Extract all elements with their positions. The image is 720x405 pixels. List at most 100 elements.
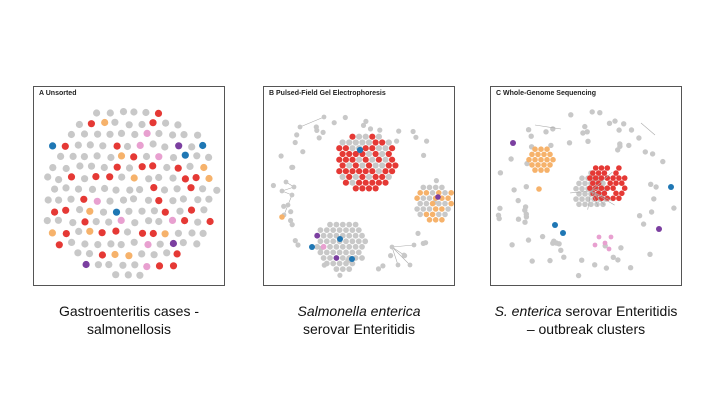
case-node: [86, 227, 94, 235]
case-node: [119, 108, 128, 116]
cluster-node: [327, 243, 333, 250]
case-node: [44, 196, 52, 204]
case-node: [138, 207, 146, 215]
case-node: [142, 152, 151, 161]
cluster-node: [369, 133, 376, 140]
cluster-node: [417, 200, 423, 207]
cluster-node: [432, 184, 439, 191]
case-node: [82, 260, 90, 269]
cluster-node: [532, 146, 538, 152]
cluster-node: [582, 191, 588, 197]
cluster-node: [349, 260, 356, 267]
cluster-node: [330, 227, 337, 234]
cluster-node: [372, 185, 379, 192]
panel-b-label: B Pulsed-Field Gel Electrophoresis: [269, 90, 386, 97]
cluster-node: [621, 175, 628, 181]
cluster-node: [613, 180, 619, 186]
case-node: [174, 121, 182, 129]
case-node: [67, 173, 76, 181]
case-node: [163, 249, 171, 257]
case-node: [636, 213, 643, 219]
case-node: [119, 261, 127, 269]
cluster-node: [342, 179, 349, 186]
case-node: [81, 175, 89, 183]
case-node: [112, 186, 120, 194]
case-node: [51, 208, 59, 216]
cluster-node: [356, 133, 363, 140]
cluster-node: [526, 156, 532, 163]
case-node: [51, 185, 59, 193]
cluster-node: [352, 221, 359, 228]
cluster-node: [349, 156, 356, 163]
case-node: [161, 143, 169, 151]
cluster-node: [355, 249, 362, 256]
cluster-node: [547, 162, 553, 168]
cluster-node: [362, 238, 369, 245]
cluster-node: [598, 165, 605, 171]
edge: [391, 246, 399, 266]
cluster-node: [590, 180, 596, 186]
case-node: [100, 163, 108, 172]
cluster-node: [389, 145, 396, 152]
cluster-node: [342, 145, 349, 152]
cluster-node: [349, 168, 356, 175]
cluster-node: [365, 173, 373, 180]
case-node: [401, 252, 407, 258]
case-node: [160, 186, 169, 194]
case-node: [57, 152, 65, 160]
case-node: [119, 196, 128, 204]
case-node: [640, 221, 647, 227]
case-node: [337, 272, 343, 278]
cluster-node: [426, 195, 433, 201]
edge: [590, 190, 615, 206]
case-node: [130, 153, 138, 161]
cluster-node: [442, 211, 448, 218]
cluster-node: [352, 243, 359, 250]
case-node: [105, 261, 113, 269]
cluster-node: [616, 165, 622, 171]
cluster-node: [426, 217, 433, 223]
panel-c-title: Whole-Genome Sequencing: [503, 90, 596, 97]
cluster-node: [323, 238, 330, 245]
case-node: [94, 261, 102, 269]
cluster-node: [355, 227, 362, 234]
case-node: [497, 170, 504, 176]
case-node: [144, 241, 152, 249]
case-node: [85, 250, 94, 258]
case-node: [154, 109, 163, 117]
edge: [590, 171, 613, 192]
cluster-node: [379, 139, 386, 146]
cluster-node: [436, 190, 442, 196]
case-node: [55, 176, 63, 184]
cluster-node: [333, 243, 340, 250]
case-node: [48, 229, 56, 237]
case-node: [193, 240, 201, 248]
cluster-node: [445, 195, 451, 201]
cluster-node: [604, 175, 611, 181]
panel-a-label: A Unsorted: [39, 90, 76, 97]
case-node: [67, 195, 75, 203]
cluster-node: [359, 139, 366, 146]
cluster-node: [414, 206, 420, 212]
case-node: [143, 263, 151, 271]
cluster-node: [336, 145, 343, 152]
cluster-node: [601, 190, 608, 197]
panel-c-letter: C: [496, 90, 502, 97]
panel-c-network: [495, 109, 677, 279]
case-node: [320, 129, 326, 135]
case-node: [522, 204, 529, 210]
cluster-node: [436, 200, 442, 207]
case-node: [93, 197, 101, 205]
cluster-node: [333, 255, 340, 261]
edge: [590, 190, 605, 206]
case-node: [648, 181, 654, 187]
case-node: [130, 108, 138, 116]
cluster-node: [595, 180, 602, 186]
case-node: [106, 197, 114, 205]
cluster-node: [327, 221, 333, 228]
case-node: [107, 153, 115, 162]
cluster-node: [420, 184, 427, 191]
case-node: [561, 254, 567, 260]
case-node: [105, 218, 113, 226]
cluster-node: [346, 173, 353, 180]
